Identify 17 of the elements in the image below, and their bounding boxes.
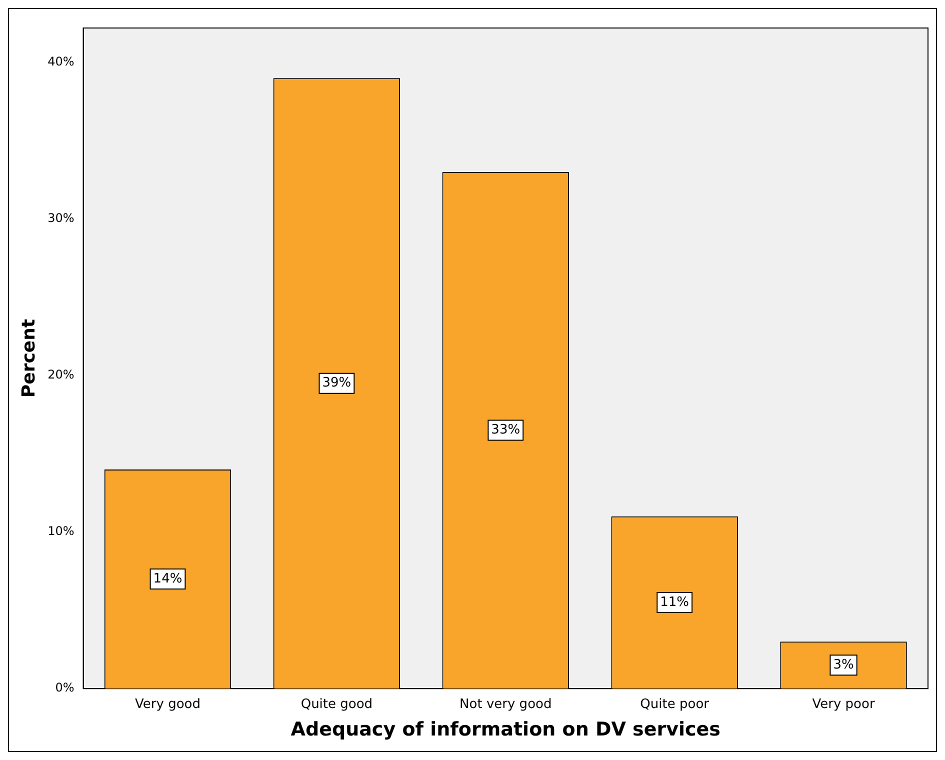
x-tick-label: Quite good	[300, 696, 373, 712]
data-label: 14%	[153, 571, 182, 586]
data-label: 33%	[491, 422, 520, 438]
x-axis-title: Adequacy of information on DV services	[290, 718, 720, 741]
x-tick-label: Quite poor	[640, 696, 710, 712]
y-tick-label: 0%	[55, 680, 74, 695]
y-tick-label: 30%	[48, 211, 74, 226]
x-tick-label: Very poor	[812, 696, 876, 712]
y-tick-label: 40%	[48, 54, 74, 69]
x-tick-label: Not very good	[460, 696, 552, 712]
data-label: 3%	[833, 657, 854, 672]
x-tick-label: Very good	[135, 696, 200, 712]
data-label: 39%	[322, 376, 352, 391]
data-label: 11%	[660, 594, 690, 610]
y-axis-title: Percent	[18, 318, 40, 398]
y-tick-label: 20%	[48, 368, 74, 382]
y-tick-label: 10%	[48, 524, 74, 538]
